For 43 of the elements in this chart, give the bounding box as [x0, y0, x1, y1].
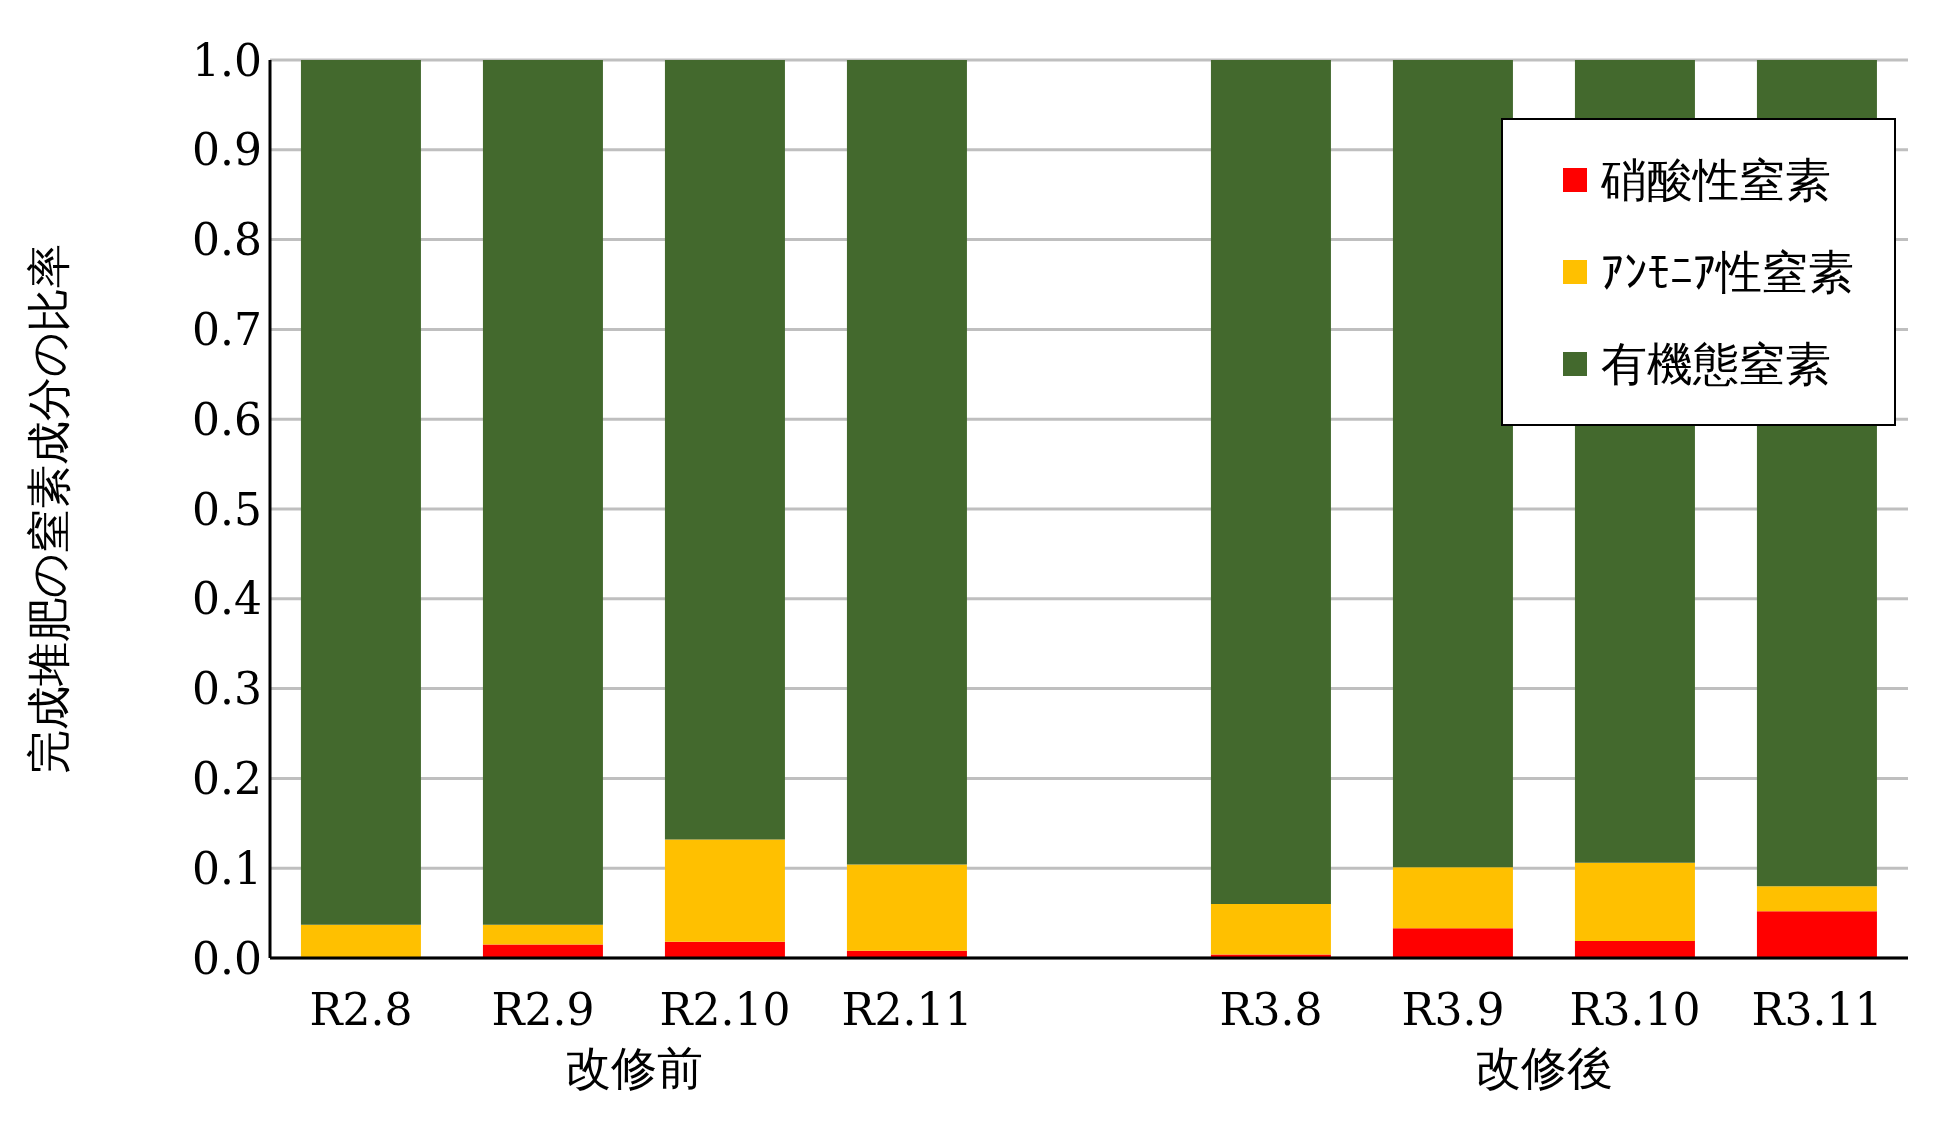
y-tick-label: 0.9	[192, 124, 262, 176]
legend-label: ｱﾝﾓﾆｱ性窒素	[1600, 244, 1854, 301]
bar	[482, 60, 603, 925]
bar	[664, 941, 785, 958]
x-tick-label: R2.10	[659, 984, 791, 1036]
x-tick-label: R3.11	[1751, 984, 1883, 1036]
bar	[1210, 904, 1331, 955]
y-tick-label: 0.0	[192, 932, 262, 984]
y-tick-label: 0.8	[192, 214, 262, 266]
x-tick-label: R2.11	[841, 984, 973, 1036]
bar	[846, 864, 967, 951]
x-tick-label: R3.8	[1219, 984, 1323, 1036]
x-tick-label: R2.8	[309, 984, 413, 1036]
bar	[300, 60, 421, 925]
bar	[1756, 911, 1877, 958]
x-tick-label: R2.9	[491, 984, 595, 1036]
text: 改修前	[564, 1040, 704, 1097]
y-tick-label: 0.7	[192, 304, 262, 356]
legend-label: 硝酸性窒素	[1600, 152, 1832, 209]
y-tick-label: 0.2	[192, 753, 262, 805]
bar	[1574, 862, 1695, 941]
bar	[482, 924, 603, 945]
y-tick-label: 0.3	[192, 663, 262, 715]
y-tick-label: 0.5	[192, 483, 262, 535]
bar	[1210, 60, 1331, 905]
x-tick-label: R3.10	[1569, 984, 1701, 1036]
bar	[1392, 867, 1513, 929]
x-tick-label: R3.9	[1401, 984, 1505, 1036]
bar	[300, 924, 421, 958]
bar	[1392, 928, 1513, 958]
y-tick-label: 1.0	[192, 34, 262, 86]
y-tick-label: 0.4	[192, 573, 262, 625]
bar	[664, 60, 785, 840]
text: 改修後	[1474, 1040, 1614, 1097]
legend-label: 有機態窒素	[1600, 336, 1832, 393]
y-tick-label: 0.1	[192, 842, 262, 894]
bar	[1392, 60, 1513, 868]
y-axis-title: 完成堆肥の窒素成分の比率	[22, 244, 74, 774]
bar	[846, 60, 967, 865]
bar	[1756, 886, 1877, 912]
y-tick-label: 0.6	[192, 393, 262, 445]
bar	[1574, 940, 1695, 958]
bar	[664, 839, 785, 942]
